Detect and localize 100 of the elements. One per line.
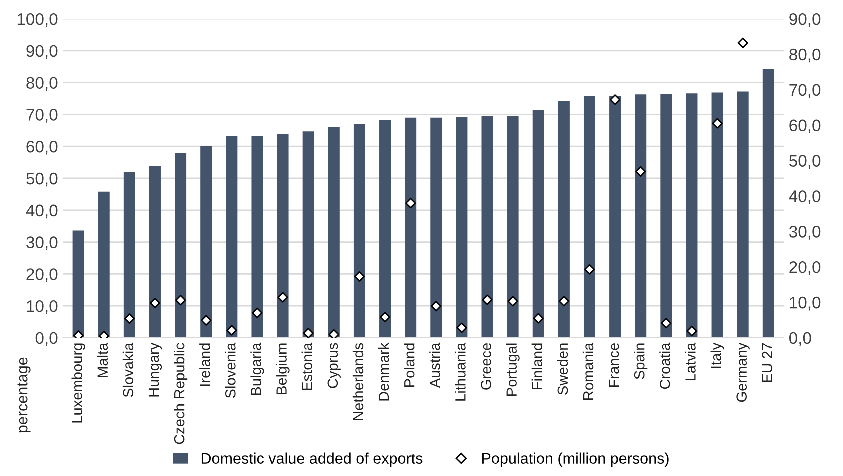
bar <box>610 96 622 338</box>
bar <box>354 124 366 338</box>
x-tick-label: Bulgaria <box>250 342 264 396</box>
point <box>482 294 493 306</box>
bar <box>302 132 314 338</box>
x-tick-label: Cyprus <box>328 343 341 388</box>
x-tick-label: Czech Republic <box>174 343 188 444</box>
point <box>226 325 238 336</box>
point <box>712 118 723 129</box>
point <box>431 301 442 312</box>
bar <box>635 94 647 338</box>
x-tick-label: Malta <box>97 342 108 378</box>
bar <box>712 92 724 338</box>
y2-tick-label: 80,0 <box>790 48 821 63</box>
point <box>354 271 366 282</box>
point <box>175 295 186 306</box>
point <box>686 326 698 337</box>
y-tick-label: 80,0 <box>26 77 58 91</box>
x-tick-label: Lithuania <box>455 342 466 401</box>
point <box>661 318 672 329</box>
point <box>636 166 646 178</box>
y-tick-label: 0,0 <box>36 332 58 346</box>
x-tick-label: Netherlands <box>352 343 364 420</box>
point <box>456 322 468 334</box>
x-tick-label: Latvia <box>685 342 696 381</box>
y2-tick-label: 40,0 <box>789 190 821 204</box>
point <box>303 328 314 338</box>
x-tick-label: Germany <box>736 342 750 402</box>
point <box>558 296 570 307</box>
legend-label: Population (million persons) <box>482 452 669 468</box>
bar <box>98 192 110 338</box>
bar <box>252 136 264 338</box>
x-tick-label: Sweden <box>557 344 568 395</box>
y2-tick-label: 30,0 <box>789 226 821 240</box>
y-tick-label: 70,0 <box>26 109 58 123</box>
bar <box>482 116 494 338</box>
legend-label: Domestic value added of exports <box>202 452 423 468</box>
point <box>380 312 391 323</box>
x-tick-label: France <box>609 343 620 388</box>
y-tick-label: 90,0 <box>26 45 58 60</box>
bar <box>532 110 544 338</box>
bar <box>175 152 187 338</box>
x-tick-label: Belgium <box>276 344 290 394</box>
bar <box>277 134 289 338</box>
y-tick-label: 50,0 <box>26 172 58 187</box>
point <box>610 94 621 106</box>
y-tick-label: 100,0 <box>18 13 58 28</box>
point <box>150 298 161 309</box>
y2-tick-label: 60,0 <box>790 120 821 134</box>
y2-tick-label: 20,0 <box>790 261 821 276</box>
bar <box>149 166 161 338</box>
point <box>406 198 416 209</box>
bar <box>226 136 238 338</box>
point <box>252 308 263 318</box>
bar <box>200 146 212 338</box>
y2-tick-label: 90,0 <box>790 13 821 28</box>
point <box>201 315 212 326</box>
x-tick-label: Denmark <box>378 342 390 401</box>
x-tick-label: Slovakia <box>122 342 134 398</box>
y-tick-label: 40,0 <box>26 204 58 219</box>
point <box>278 292 288 303</box>
y2-tick-label: 10,0 <box>790 296 821 311</box>
x-tick-label: Ireland <box>200 344 210 386</box>
point <box>124 314 135 324</box>
bar <box>456 116 468 338</box>
x-tick-label: Slovenia <box>225 342 236 398</box>
x-tick-label: Greece <box>481 343 492 390</box>
bar <box>124 172 136 338</box>
y-tick-label: 20,0 <box>26 268 58 282</box>
bar <box>660 94 672 338</box>
point <box>508 296 518 307</box>
point <box>738 38 748 48</box>
bar <box>762 69 774 338</box>
bar <box>737 92 749 338</box>
y-tick-label: 30,0 <box>26 236 58 250</box>
bar <box>328 127 340 338</box>
bar <box>558 101 570 338</box>
y-tick-label: 60,0 <box>26 141 58 155</box>
x-tick-label: Spain <box>634 344 648 380</box>
point <box>584 264 596 275</box>
x-tick-label: Estonia <box>302 342 313 390</box>
x-tick-label: Romania <box>582 342 594 400</box>
y-axis-title: percentage <box>18 358 31 433</box>
bar <box>584 96 596 338</box>
point <box>533 313 544 324</box>
y2-tick-label: 50,0 <box>790 155 821 169</box>
x-tick-label: Croatia <box>660 342 670 390</box>
x-tick-label: Austria <box>430 342 440 388</box>
x-tick-label: Italy <box>710 342 724 368</box>
x-tick-label: Hungary <box>148 342 162 397</box>
bar <box>686 94 698 338</box>
x-tick-label: Luxembourg <box>72 344 86 423</box>
y-tick-label: 10,0 <box>27 300 58 314</box>
x-tick-label: Finland <box>532 344 543 390</box>
y2-tick-label: 0,0 <box>790 332 812 346</box>
point <box>328 329 340 338</box>
x-tick-label: EU 27 <box>762 344 773 382</box>
y2-tick-label: 70,0 <box>790 84 821 98</box>
bar <box>380 120 392 338</box>
x-tick-label: Poland <box>404 344 415 388</box>
